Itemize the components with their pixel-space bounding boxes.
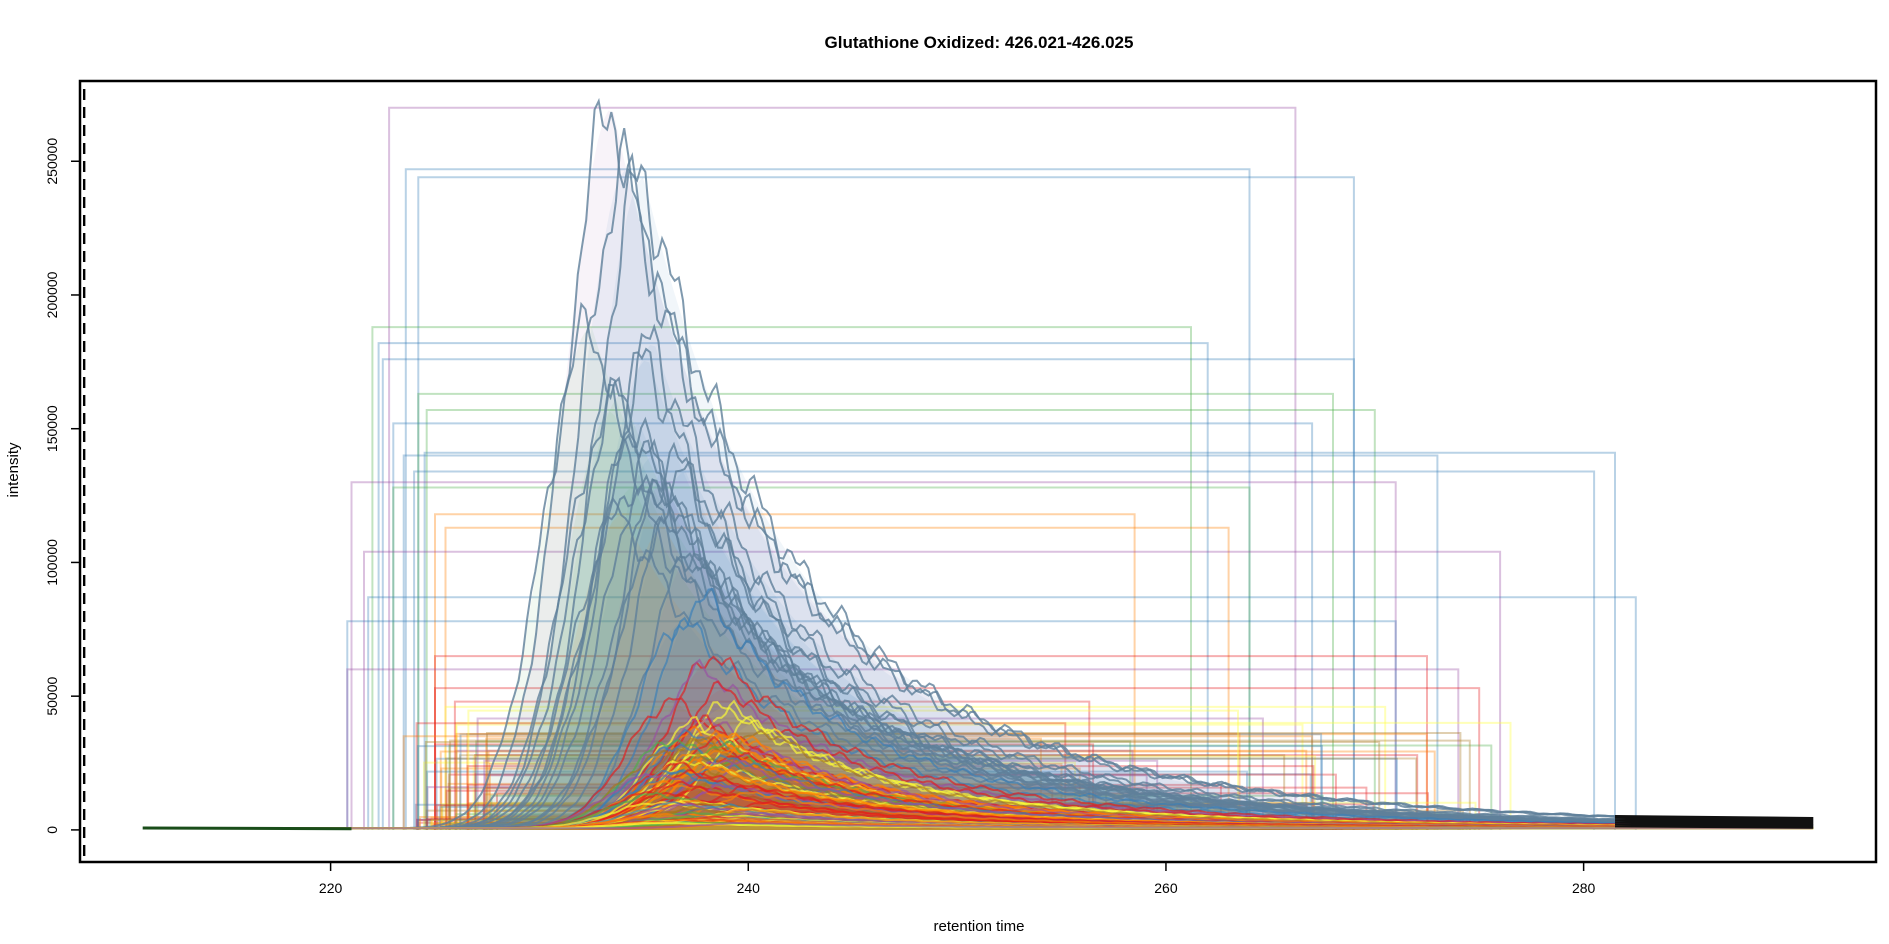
integration-window bbox=[444, 526, 1230, 830]
integration-window bbox=[445, 757, 1418, 830]
integration-window bbox=[472, 755, 1317, 830]
peak-area bbox=[414, 471, 1595, 830]
integration-window bbox=[367, 596, 1637, 830]
integration-window bbox=[388, 106, 1297, 830]
integration-window bbox=[392, 486, 1251, 830]
x-tick-label: 260 bbox=[1154, 880, 1178, 896]
integration-window bbox=[449, 739, 1471, 830]
y-tick-label: 100000 bbox=[44, 539, 60, 586]
chromatogram-traces bbox=[142, 97, 1814, 831]
integration-window bbox=[455, 732, 1241, 830]
chromatogram-trace bbox=[284, 821, 1813, 830]
integration-window bbox=[377, 342, 1209, 830]
integration-window bbox=[423, 451, 1616, 830]
integration-window bbox=[346, 620, 1397, 830]
y-axis-label: intensity bbox=[5, 442, 22, 498]
integration-window bbox=[426, 770, 1248, 830]
y-tick-label: 50000 bbox=[44, 676, 60, 715]
peak-area bbox=[382, 360, 1354, 830]
peak-area bbox=[393, 487, 1250, 830]
integration-window bbox=[434, 655, 1428, 830]
integration-window bbox=[466, 733, 1428, 830]
integration-window bbox=[455, 723, 1304, 830]
integration-window bbox=[404, 168, 1251, 830]
x-tick-label: 240 bbox=[737, 880, 761, 896]
peak-area bbox=[464, 824, 1078, 830]
baseline-head bbox=[142, 826, 352, 831]
peak-area bbox=[351, 482, 1396, 830]
y-tick-label: 200000 bbox=[44, 271, 60, 318]
peak-area bbox=[461, 823, 1068, 830]
integration-window bbox=[363, 550, 1502, 830]
integration-window bbox=[425, 409, 1376, 830]
peak-area bbox=[445, 527, 1229, 830]
x-axis: 220 240 260 280 bbox=[319, 862, 1596, 896]
integration-window bbox=[417, 392, 1334, 830]
x-tick-label: 280 bbox=[1572, 880, 1596, 896]
integration-window bbox=[392, 422, 1314, 830]
chromatogram-trace bbox=[328, 347, 1812, 830]
integration-window bbox=[402, 454, 1439, 830]
integration-window bbox=[346, 668, 1460, 830]
peak-area bbox=[418, 177, 1354, 830]
integration-window bbox=[434, 687, 1481, 830]
integration-window bbox=[381, 358, 1355, 830]
y-axis: 0 50000 100000 150000 200000 250000 bbox=[44, 138, 80, 834]
integration-window bbox=[424, 741, 1381, 830]
peak-area bbox=[435, 688, 1480, 830]
integration-window bbox=[448, 744, 1493, 830]
peak-area bbox=[405, 169, 1250, 830]
integration-window bbox=[487, 749, 1308, 830]
peak-area bbox=[435, 514, 1135, 830]
chart-title: Glutathione Oxidized: 426.021-426.025 bbox=[825, 33, 1134, 52]
integration-window bbox=[417, 176, 1355, 830]
integration-window bbox=[439, 750, 1436, 830]
peak-area bbox=[440, 751, 1435, 830]
integration-window bbox=[371, 326, 1192, 830]
peak-area bbox=[426, 410, 1375, 830]
x-tick-label: 220 bbox=[319, 880, 343, 896]
peak-area bbox=[432, 824, 1174, 830]
chromatogram-trace bbox=[336, 163, 1811, 830]
integration-window bbox=[413, 470, 1596, 830]
y-tick-label: 150000 bbox=[44, 405, 60, 452]
integration-window bbox=[350, 481, 1397, 830]
peak-area bbox=[393, 423, 1313, 830]
integration-window bbox=[444, 705, 1387, 830]
peak-area bbox=[438, 822, 1314, 830]
peak-area bbox=[378, 345, 1208, 830]
plot-frame bbox=[78, 79, 1878, 864]
integration-window bbox=[434, 513, 1136, 830]
y-tick-label: 0 bbox=[44, 826, 60, 834]
y-tick-label: 250000 bbox=[44, 138, 60, 185]
peak-area bbox=[364, 552, 1501, 830]
baseline-tail bbox=[1614, 815, 1814, 829]
x-axis-label: retention time bbox=[934, 918, 1025, 935]
